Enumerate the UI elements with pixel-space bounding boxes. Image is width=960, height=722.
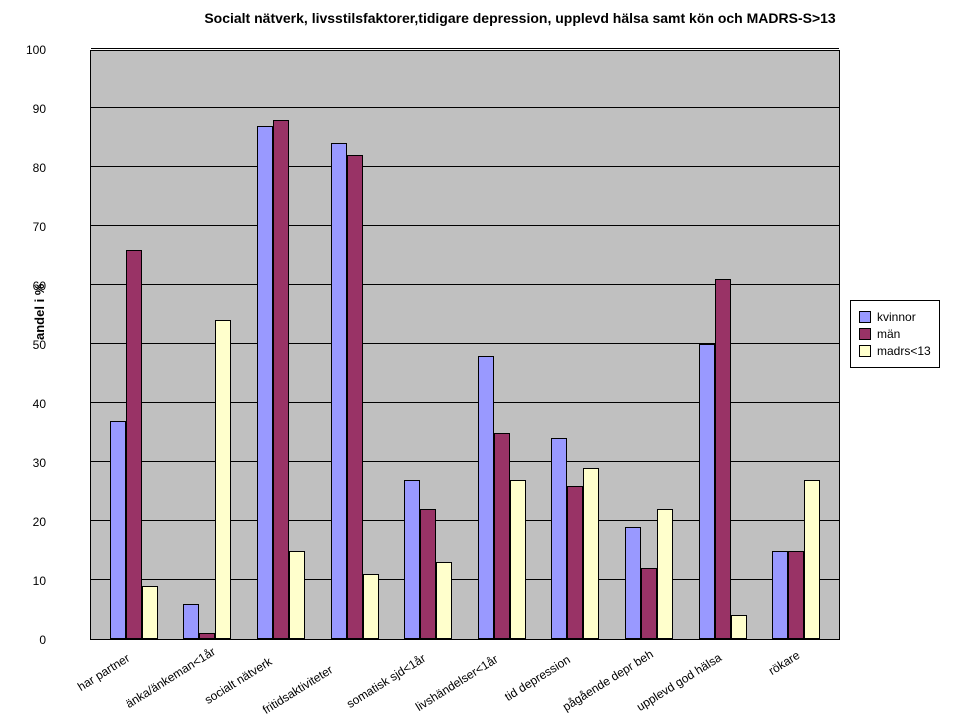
bar bbox=[551, 438, 567, 639]
y-tick: 90 bbox=[6, 102, 46, 116]
y-tick: 0 bbox=[6, 633, 46, 647]
bar bbox=[257, 126, 273, 639]
bar bbox=[199, 633, 215, 639]
bar-group bbox=[110, 250, 158, 639]
legend-label: kvinnor bbox=[877, 310, 916, 324]
bar bbox=[510, 480, 526, 639]
legend-label: män bbox=[877, 327, 900, 341]
bar-group bbox=[772, 480, 820, 639]
bar bbox=[494, 433, 510, 640]
x-tick-label: socialt nätverk bbox=[202, 655, 274, 708]
bar bbox=[657, 509, 673, 639]
bar bbox=[625, 527, 641, 639]
legend-item: madrs<13 bbox=[859, 344, 931, 358]
bar bbox=[478, 356, 494, 639]
bar bbox=[215, 320, 231, 639]
x-tick-label: fritidsaktiviteter bbox=[260, 663, 335, 717]
bar bbox=[731, 615, 747, 639]
y-tick: 40 bbox=[6, 397, 46, 411]
legend: kvinnor män madrs<13 bbox=[850, 300, 940, 368]
y-tick: 30 bbox=[6, 456, 46, 470]
bar bbox=[289, 551, 305, 640]
x-tick-label: tid depression bbox=[502, 652, 573, 703]
bar bbox=[126, 250, 142, 639]
bar bbox=[772, 551, 788, 640]
x-tick-label: änka/änkeman<1år bbox=[123, 644, 218, 710]
bar bbox=[715, 279, 731, 639]
plot-area bbox=[90, 50, 840, 640]
bar bbox=[347, 155, 363, 639]
y-tick: 10 bbox=[6, 574, 46, 588]
y-tick: 50 bbox=[6, 338, 46, 352]
y-tick: 80 bbox=[6, 161, 46, 175]
bar bbox=[183, 604, 199, 639]
chart-container: Socialt nätverk, livsstilsfaktorer,tidig… bbox=[20, 10, 940, 710]
bar bbox=[404, 480, 420, 639]
bar bbox=[436, 562, 452, 639]
y-tick: 60 bbox=[6, 279, 46, 293]
bars-row bbox=[91, 51, 839, 639]
y-tick: 100 bbox=[6, 43, 46, 57]
x-tick-label: rökare bbox=[766, 648, 802, 678]
bar-group bbox=[625, 509, 673, 639]
x-tick-label: har partner bbox=[75, 651, 132, 694]
chart-title: Socialt nätverk, livsstilsfaktorer,tidig… bbox=[20, 10, 940, 26]
y-tick: 70 bbox=[6, 220, 46, 234]
bar-group bbox=[183, 320, 231, 639]
bar-group bbox=[478, 356, 526, 639]
legend-item: kvinnor bbox=[859, 310, 931, 324]
legend-swatch-icon bbox=[859, 311, 871, 323]
bar-group bbox=[257, 120, 305, 639]
legend-item: män bbox=[859, 327, 931, 341]
bar bbox=[331, 143, 347, 639]
bar bbox=[420, 509, 436, 639]
y-tick: 20 bbox=[6, 515, 46, 529]
x-axis-labels: har partneränka/änkeman<1årsocialt nätve… bbox=[90, 642, 840, 722]
bar bbox=[804, 480, 820, 639]
bar bbox=[699, 344, 715, 639]
bar-group bbox=[404, 480, 452, 639]
bar bbox=[142, 586, 158, 639]
bar-group bbox=[551, 438, 599, 639]
legend-label: madrs<13 bbox=[877, 344, 931, 358]
bar bbox=[363, 574, 379, 639]
gridline bbox=[91, 48, 839, 49]
bar bbox=[788, 551, 804, 640]
bar bbox=[567, 486, 583, 639]
legend-swatch-icon bbox=[859, 328, 871, 340]
legend-swatch-icon bbox=[859, 345, 871, 357]
bar bbox=[641, 568, 657, 639]
bar bbox=[273, 120, 289, 639]
bar bbox=[583, 468, 599, 639]
bar-group bbox=[331, 143, 379, 639]
bar-group bbox=[699, 279, 747, 639]
bar bbox=[110, 421, 126, 639]
